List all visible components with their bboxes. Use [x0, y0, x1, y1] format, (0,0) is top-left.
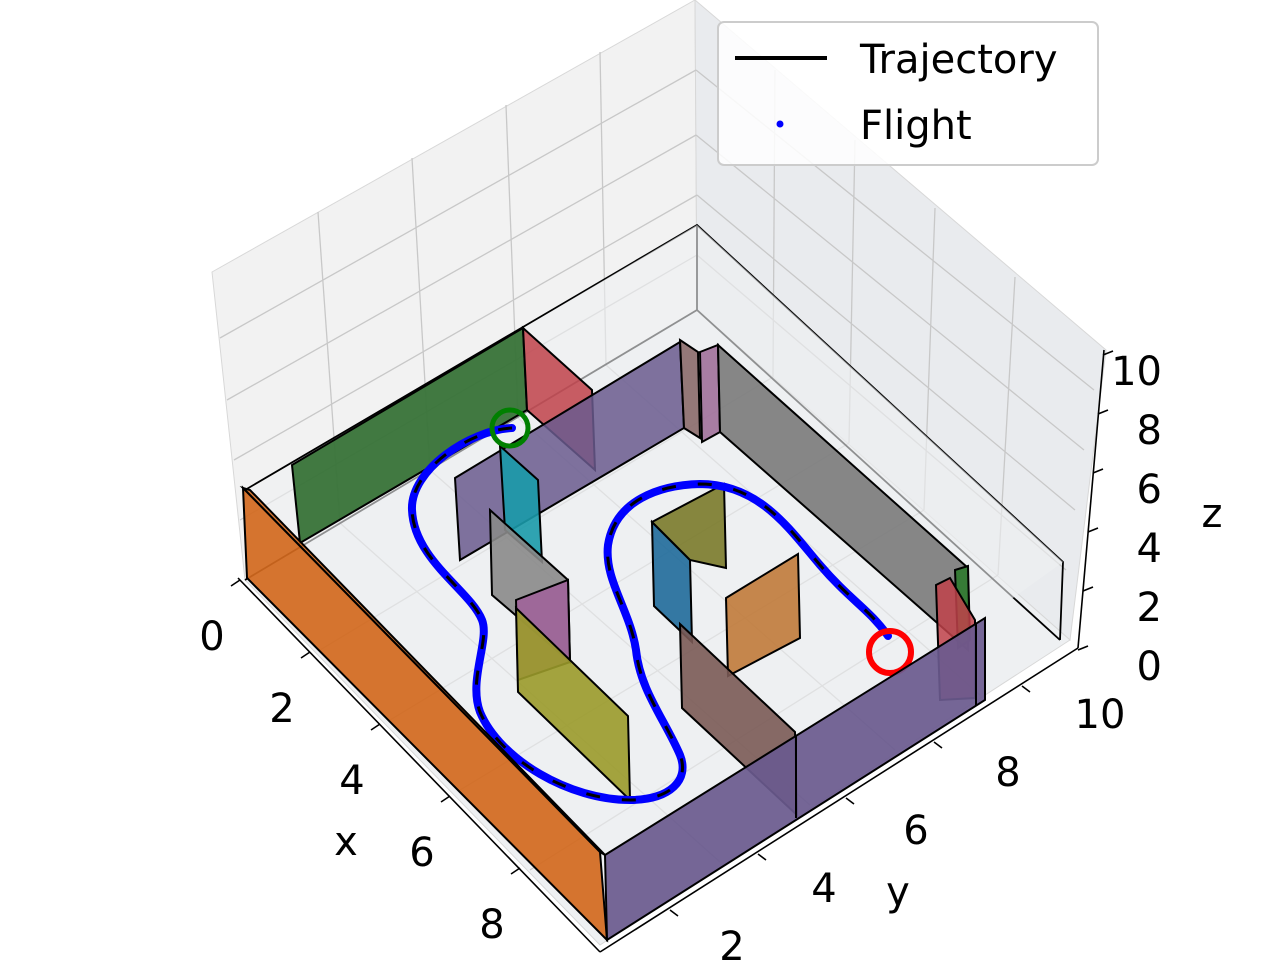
- tick-mark: [230, 579, 241, 587]
- z-tick-label: 10: [1111, 349, 1162, 395]
- x-tick-label: 0: [199, 614, 224, 660]
- legend-flight-label: Flight: [860, 103, 972, 149]
- obstacles-back: [290, 325, 976, 702]
- z-tick-labels: 0 2 4 6 8 10: [1111, 349, 1162, 690]
- grid-line: [219, 69, 697, 339]
- trajectory-paths: [407, 407, 914, 805]
- z-tick-label: 2: [1137, 585, 1162, 631]
- goal-marker: [866, 628, 914, 676]
- z-tick-label: 4: [1137, 526, 1162, 572]
- tick-mark: [933, 741, 943, 749]
- legend: Trajectory Flight: [717, 21, 1099, 166]
- tick-mark: [845, 797, 855, 805]
- tick-mark: [440, 795, 451, 803]
- grid-line: [695, 134, 1085, 451]
- y-tick-label: 10: [1075, 692, 1126, 738]
- y-tick-label: 4: [811, 866, 836, 912]
- z-tick-label: 0: [1137, 644, 1162, 690]
- z-tick-label: 8: [1137, 408, 1162, 454]
- tick-mark: [300, 651, 311, 659]
- y-tick-label: 6: [903, 808, 928, 854]
- tick-mark: [1021, 685, 1031, 693]
- legend-trajectory-label: Trajectory: [859, 37, 1058, 83]
- grid-line: [233, 194, 698, 461]
- obstacle-brown-narrow: [678, 338, 702, 440]
- z-axis-line: [1077, 349, 1105, 649]
- x-tick-label: 6: [409, 830, 434, 876]
- z-tick-label: 6: [1137, 467, 1162, 513]
- tick-mark: [1102, 350, 1114, 356]
- x-tick-label: 8: [479, 902, 504, 948]
- obstacle-orange: [724, 552, 802, 678]
- legend-flight-swatch: [776, 120, 784, 128]
- grid-line: [226, 134, 697, 401]
- obstacle-olive-small: [650, 482, 728, 570]
- x-tick-label: 4: [339, 758, 364, 804]
- tick-mark: [510, 867, 521, 875]
- tick-mark: [1087, 527, 1099, 533]
- obstacle-pink-narrow: [698, 343, 722, 444]
- tick-mark: [1082, 586, 1094, 592]
- obstacles-front: [239, 485, 986, 943]
- y-axis-line: [599, 647, 1079, 953]
- grid-line: [696, 194, 1076, 511]
- axis-lines: [237, 349, 1105, 953]
- tick-mark: [1092, 468, 1104, 474]
- y-tick-label: 8: [995, 750, 1020, 796]
- tick-mark: [1097, 409, 1109, 415]
- z-axis-label: z: [1202, 491, 1223, 537]
- y-tick-label: 2: [719, 924, 744, 960]
- x-axis-label: x: [334, 819, 358, 865]
- tick-mark: [757, 853, 767, 861]
- y-axis-label: y: [886, 869, 910, 915]
- x-tick-label: 2: [269, 686, 294, 732]
- y-tick-labels: 2 4 6 8 10: [719, 692, 1125, 960]
- trajectory-path: [410, 426, 890, 802]
- start-marker: [489, 407, 531, 449]
- x-axis-line: [237, 577, 601, 953]
- tick-mark: [370, 723, 381, 731]
- tick-mark: [1077, 645, 1089, 651]
- tick-marks: [230, 350, 1114, 917]
- tick-mark: [669, 909, 679, 917]
